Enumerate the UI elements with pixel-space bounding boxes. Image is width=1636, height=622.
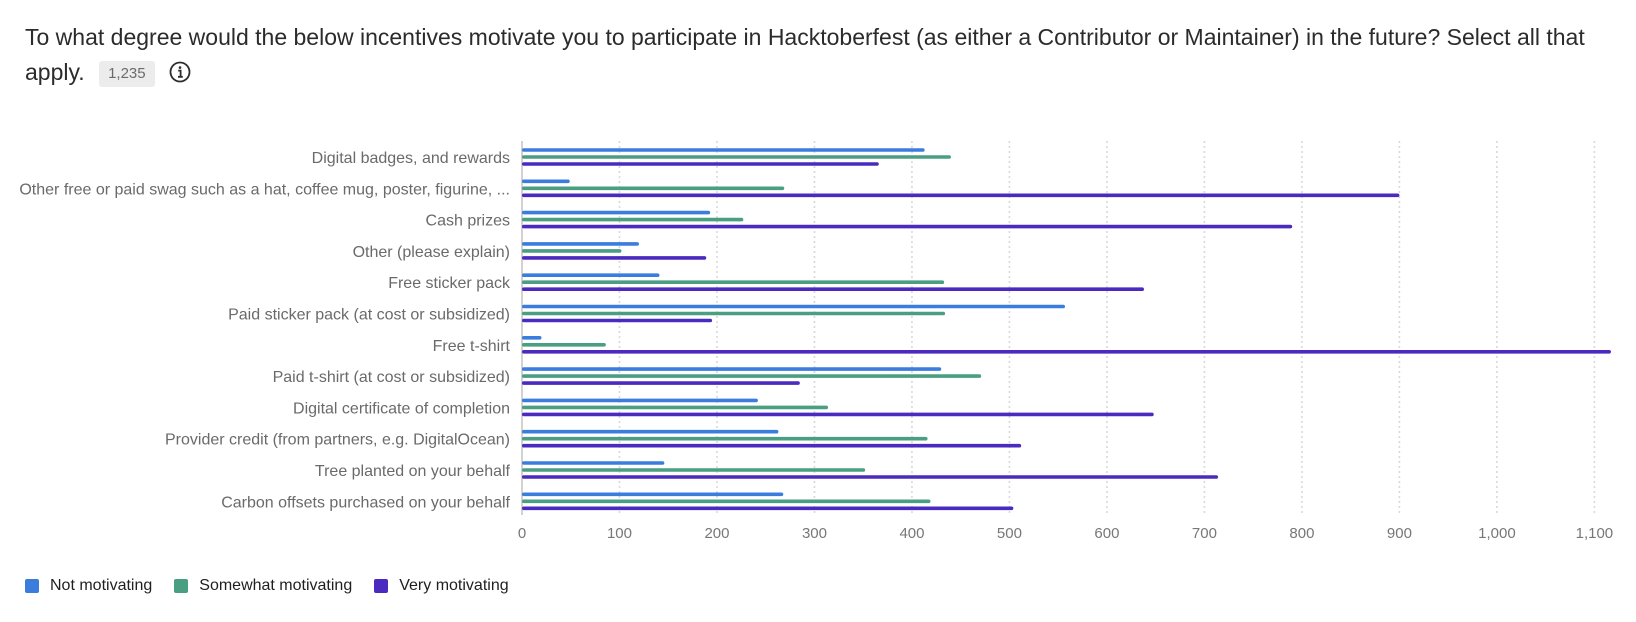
bar-very-motivating[interactable] xyxy=(522,162,879,166)
bar-not-motivating[interactable] xyxy=(522,461,665,465)
bar-somewhat-motivating[interactable] xyxy=(522,468,866,472)
category-label: Digital certificate of completion xyxy=(293,400,510,417)
horizontal-bar-chart: Digital badges, and rewards Other free or… xyxy=(19,141,1613,542)
bar-not-motivating[interactable] xyxy=(522,492,784,497)
x-tick-label: 1,000 xyxy=(1478,525,1516,542)
x-tick-label: 1,100 xyxy=(1576,525,1614,542)
question-header: To what degree would the below incentive… xyxy=(25,20,1615,90)
bar-somewhat-motivating[interactable] xyxy=(522,217,744,222)
legend-label: Not motivating xyxy=(50,577,153,594)
legend-swatch xyxy=(374,579,389,593)
bar-not-motivating[interactable] xyxy=(522,148,925,152)
legend-label: Very motivating xyxy=(399,577,509,594)
bar-somewhat-motivating[interactable] xyxy=(522,155,951,159)
bar-not-motivating[interactable] xyxy=(522,304,1066,309)
bar-very-motivating[interactable] xyxy=(522,381,800,385)
x-tick-label: 600 xyxy=(1094,525,1119,542)
bar-somewhat-motivating[interactable] xyxy=(522,311,946,316)
x-tick-label: 300 xyxy=(802,525,827,542)
bar-somewhat-motivating[interactable] xyxy=(522,374,982,378)
grid-lines xyxy=(521,141,1596,515)
category-label: Paid t-shirt (at cost or subsidized) xyxy=(273,369,510,386)
legend-swatch xyxy=(174,579,189,593)
bar-very-motivating[interactable] xyxy=(522,475,1219,479)
bar-very-motivating[interactable] xyxy=(522,287,1144,291)
legend-label: Somewhat motivating xyxy=(199,577,353,594)
bar-not-motivating[interactable] xyxy=(522,210,711,215)
x-tick-label: 0 xyxy=(518,525,526,542)
bar-very-motivating[interactable] xyxy=(522,224,1293,229)
chart-legend: Not motivating Somewhat motivating Very mo… xyxy=(25,577,509,595)
x-axis-tick-labels: 0 100 200 300 400 500 600 700 800 900 1,000 1,100 xyxy=(518,525,1613,542)
category-label: Free t-shirt xyxy=(433,338,511,355)
bar-somewhat-motivating[interactable] xyxy=(522,343,606,347)
category-label: Cash prizes xyxy=(426,213,510,230)
category-label: Free sticker pack xyxy=(388,275,511,292)
bar-somewhat-motivating[interactable] xyxy=(522,249,622,253)
category-label: Carbon offsets purchased on your behalf xyxy=(221,494,510,511)
bar-not-motivating[interactable] xyxy=(522,429,779,434)
x-tick-label: 900 xyxy=(1387,525,1412,542)
x-tick-label: 800 xyxy=(1289,525,1314,542)
bar-somewhat-motivating[interactable] xyxy=(522,499,931,504)
x-tick-label: 700 xyxy=(1192,525,1217,542)
category-label: Paid sticker pack (at cost or subsidized… xyxy=(228,307,510,324)
question-text: To what degree would the below incentive… xyxy=(25,24,1585,85)
x-tick-label: 200 xyxy=(704,525,729,542)
legend-item-not-motivating[interactable]: Not motivating xyxy=(25,577,152,595)
x-tick-label: 100 xyxy=(607,525,632,542)
legend-swatch xyxy=(25,579,39,593)
bar-somewhat-motivating[interactable] xyxy=(522,186,785,191)
bar-series xyxy=(522,148,1611,511)
bar-very-motivating[interactable] xyxy=(522,256,707,260)
bar-very-motivating[interactable] xyxy=(522,318,713,323)
x-tick-label: 400 xyxy=(899,525,924,542)
bar-very-motivating[interactable] xyxy=(522,506,1014,511)
bar-very-motivating[interactable] xyxy=(522,193,1400,198)
bar-not-motivating[interactable] xyxy=(522,398,758,403)
response-count-badge: 1,235 xyxy=(99,61,155,87)
bar-not-motivating[interactable] xyxy=(522,242,639,246)
legend-item-very-motivating[interactable]: Very motivating xyxy=(374,577,509,595)
bar-very-motivating[interactable] xyxy=(522,350,1611,354)
bar-very-motivating[interactable] xyxy=(522,412,1154,417)
category-label: Tree planted on your behalf xyxy=(315,463,511,480)
bar-not-motivating[interactable] xyxy=(522,273,660,277)
bar-not-motivating[interactable] xyxy=(522,179,570,184)
bar-somewhat-motivating[interactable] xyxy=(522,405,829,410)
category-labels: Digital badges, and rewards Other free or… xyxy=(19,150,511,511)
category-label: Other (please explain) xyxy=(353,244,510,261)
x-tick-label: 500 xyxy=(997,525,1022,542)
category-label: Other free or paid swag such as a hat, c… xyxy=(19,181,510,198)
info-circle-icon[interactable] xyxy=(169,61,191,83)
category-label: Digital badges, and rewards xyxy=(312,150,510,167)
category-label: Provider credit (from partners, e.g. Dig… xyxy=(165,432,510,449)
bar-not-motivating[interactable] xyxy=(522,336,542,340)
legend-item-somewhat-motivating[interactable]: Somewhat motivating xyxy=(174,577,352,595)
bar-not-motivating[interactable] xyxy=(522,367,942,371)
bar-somewhat-motivating[interactable] xyxy=(522,280,945,284)
bar-somewhat-motivating[interactable] xyxy=(522,436,928,441)
bar-very-motivating[interactable] xyxy=(522,443,1022,448)
